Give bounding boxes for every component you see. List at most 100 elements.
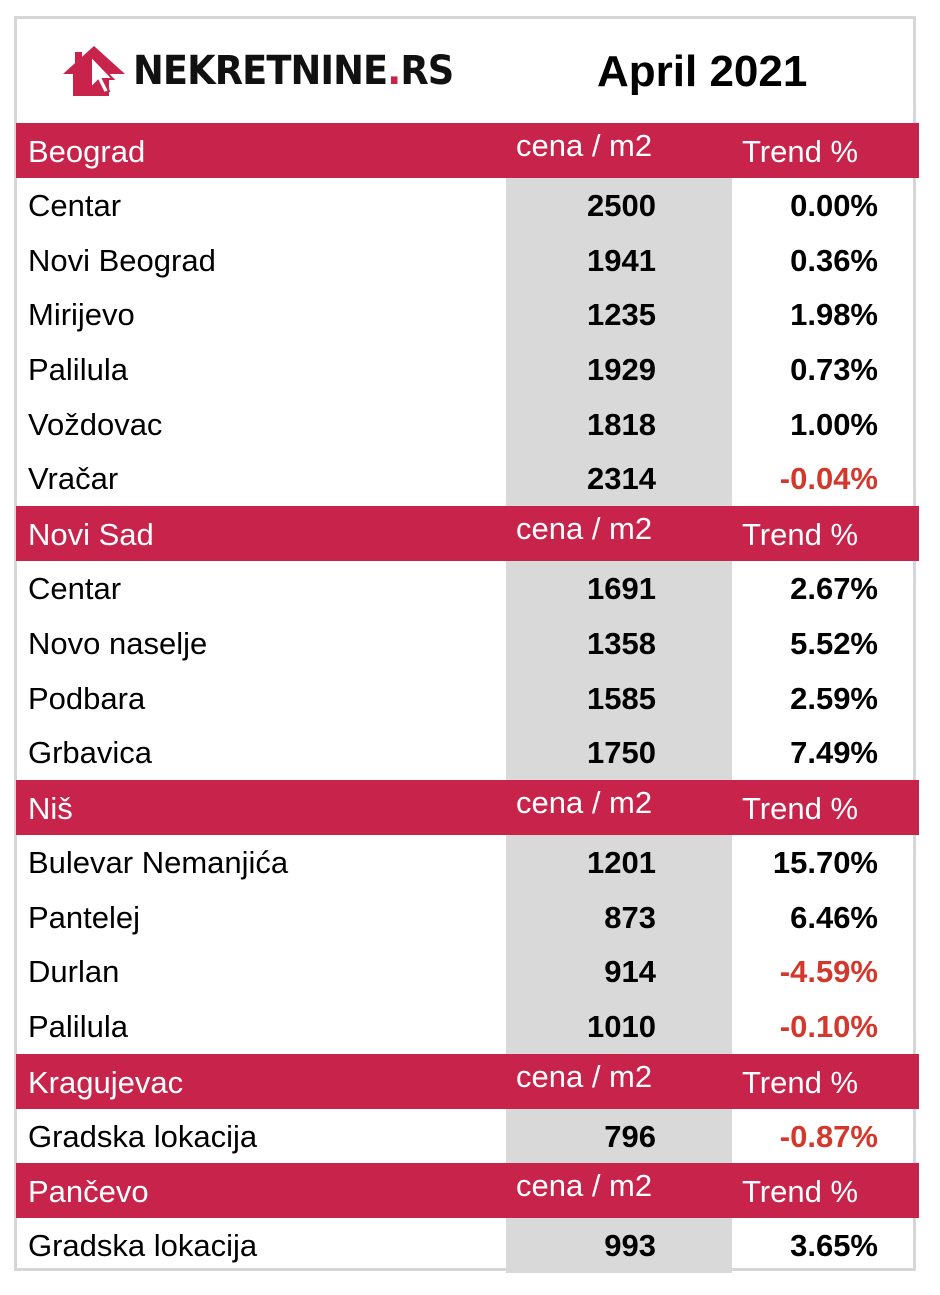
- location-name: Gradska lokacija: [28, 1228, 258, 1264]
- table-row: Mirijevo 1235 1.98%: [16, 287, 919, 343]
- price-value: 2314: [587, 461, 656, 497]
- table-header: NEKRETNINE.RS April 2021: [17, 19, 913, 123]
- price-column-shading: [506, 561, 732, 616]
- price-value: 796: [604, 1118, 656, 1154]
- table-row: Gradska lokacija 796 -0.87%: [16, 1108, 919, 1164]
- city-name: Pančevo: [28, 1174, 149, 1210]
- trend-value: 3.65%: [790, 1228, 878, 1264]
- price-value: 1201: [587, 844, 656, 880]
- section-header: Pančevo cena / m2 Trend %: [16, 1163, 919, 1219]
- table-row: Voždovac 1818 1.00%: [16, 396, 919, 452]
- table-row: Podbara 1585 2.59%: [16, 670, 919, 726]
- price-column-header: cena / m2: [516, 128, 653, 163]
- price-value: 1358: [587, 625, 656, 661]
- price-column-shading: [506, 889, 732, 945]
- trend-value: 7.49%: [790, 735, 878, 771]
- price-value: 993: [604, 1228, 656, 1264]
- table-row: Centar 2500 0.00%: [16, 178, 919, 233]
- trend-column-header: Trend %: [742, 517, 859, 553]
- price-value: 2500: [587, 188, 656, 223]
- price-column-shading: [506, 1108, 732, 1164]
- price-column-shading: [506, 232, 732, 288]
- trend-column-header: Trend %: [742, 790, 859, 826]
- price-column-shading: [506, 615, 732, 671]
- price-value: 1235: [587, 297, 656, 333]
- section-header: Novi Sad cena / m2 Trend %: [16, 506, 919, 562]
- price-column-shading: [506, 834, 732, 890]
- table-row: Bulevar Nemanjića 1201 15.70%: [16, 834, 919, 890]
- price-column-shading: [506, 1218, 732, 1273]
- price-column-header: cena / m2: [516, 1058, 653, 1094]
- section-header: Kragujevac cena / m2 Trend %: [16, 1053, 919, 1109]
- section-header: Niš cena / m2 Trend %: [16, 779, 919, 835]
- trend-value: -0.04%: [779, 461, 878, 497]
- location-name: Palilula: [28, 352, 128, 388]
- trend-value: 2.59%: [790, 680, 878, 716]
- table-row: Gradska lokacija 993 3.65%: [16, 1218, 919, 1273]
- price-value: 1691: [587, 571, 656, 607]
- report-title: April 2021: [597, 47, 808, 96]
- location-name: Mirijevo: [28, 297, 135, 333]
- trend-value: 15.70%: [772, 844, 878, 880]
- location-name: Pantelej: [28, 899, 141, 935]
- trend-column-header: Trend %: [742, 134, 859, 169]
- price-column-shading: [506, 451, 732, 507]
- location-name: Bulevar Nemanjića: [28, 844, 289, 880]
- table-row: Durlan 914 -4.59%: [16, 944, 919, 999]
- location-name: Durlan: [28, 954, 120, 990]
- trend-value: 0.00%: [790, 188, 878, 223]
- location-name: Novo naselje: [28, 625, 208, 661]
- price-value: 914: [604, 954, 656, 990]
- trend-value: 2.67%: [790, 571, 878, 607]
- price-column-shading: [506, 396, 732, 452]
- location-name: Voždovac: [28, 406, 163, 442]
- price-value: 1941: [587, 242, 656, 278]
- logo-text-main: NEKRETNINE: [133, 48, 388, 94]
- trend-value: 0.36%: [790, 242, 878, 278]
- trend-value: 1.98%: [790, 297, 878, 333]
- trend-column-header: Trend %: [742, 1064, 859, 1100]
- trend-value: 1.00%: [790, 406, 878, 442]
- price-value: 1818: [587, 406, 656, 442]
- price-column-shading: [506, 342, 732, 397]
- table-row: Vračar 2314 -0.04%: [16, 451, 919, 507]
- location-name: Centar: [28, 188, 122, 223]
- location-name: Podbara: [28, 680, 146, 716]
- city-name: Niš: [28, 790, 73, 826]
- price-column-shading: [506, 944, 732, 999]
- price-table-card: NEKRETNINE.RS April 2021 Beograd cena / m…: [14, 16, 919, 1273]
- location-name: Novi Beograd: [28, 242, 216, 278]
- price-column-shading: [506, 725, 732, 780]
- price-column-shading: [506, 998, 732, 1054]
- table-row: Palilula 1010 -0.10%: [16, 998, 919, 1054]
- location-name: Centar: [28, 571, 122, 607]
- price-column-shading: [506, 178, 732, 233]
- price-column-shading: [506, 287, 732, 343]
- table-row: Novo naselje 1358 5.52%: [16, 615, 919, 671]
- logo-text: NEKRETNINE.RS: [133, 48, 454, 94]
- price-value: 873: [604, 899, 656, 935]
- price-column-shading: [506, 670, 732, 726]
- trend-value: 6.46%: [790, 899, 878, 935]
- logo-suffix: RS: [400, 48, 454, 94]
- city-name: Novi Sad: [28, 517, 154, 553]
- trend-value: -0.87%: [779, 1118, 878, 1154]
- trend-value: 5.52%: [790, 625, 878, 661]
- table-row: Centar 1691 2.67%: [16, 561, 919, 616]
- logo: NEKRETNINE.RS: [61, 41, 481, 101]
- price-value: 1929: [587, 352, 656, 388]
- trend-value: 0.73%: [790, 352, 878, 388]
- price-value: 1010: [587, 1008, 656, 1044]
- price-column-header: cena / m2: [516, 784, 653, 820]
- house-cursor-icon: [63, 46, 125, 96]
- location-name: Vračar: [28, 461, 119, 497]
- trend-value: -4.59%: [779, 954, 878, 990]
- location-name: Gradska lokacija: [28, 1118, 258, 1154]
- city-name: Beograd: [28, 134, 146, 169]
- logo-dot: .: [387, 48, 401, 94]
- table-body: Beograd cena / m2 Trend % Centar 2500 0.00% No…: [16, 123, 919, 1273]
- location-name: Grbavica: [28, 735, 153, 771]
- table-row: Palilula 1929 0.73%: [16, 342, 919, 397]
- trend-column-header: Trend %: [742, 1174, 859, 1210]
- table-row: Grbavica 1750 7.49%: [16, 725, 919, 780]
